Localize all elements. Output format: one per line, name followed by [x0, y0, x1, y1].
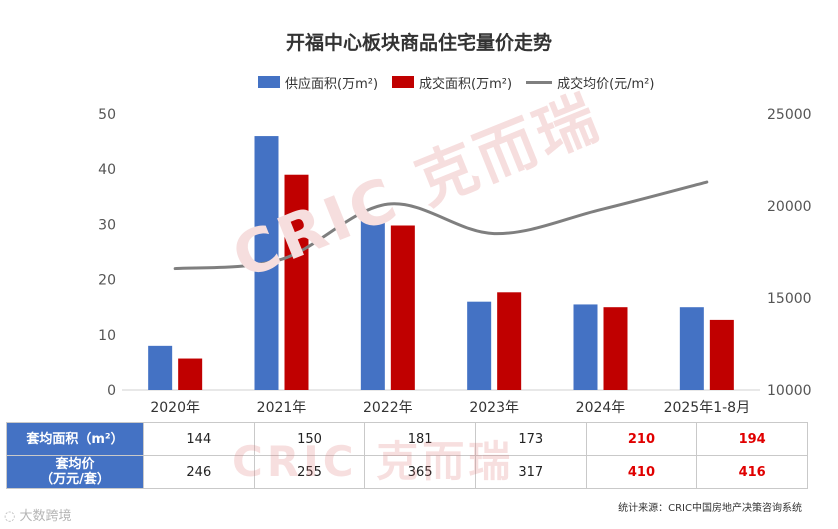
y-left-tick-label: 30: [98, 217, 116, 233]
bar-deal: [178, 358, 203, 390]
legend-label-deal: 成交面积(万m²): [419, 76, 513, 92]
bar-supply: [148, 345, 173, 390]
y-left-tick-label: 50: [98, 107, 116, 123]
row-label-avg-area: 套均面积（m²）: [6, 422, 144, 456]
table-cell: 416: [696, 455, 808, 489]
table-row: 套均价 （万元/套） 246 255 365 317 410 416: [6, 455, 808, 489]
legend-swatch-price: [526, 80, 553, 84]
chart-canvas: 0 10 20 30 40 50 10000 15000 20000 25000 2020年 2021…: [98, 107, 812, 416]
table-cell: 150: [253, 422, 366, 456]
x-tick-label: 2022年: [363, 400, 413, 416]
row-label-avg-price-text: 套均价 （万元/套）: [40, 457, 110, 487]
x-tick-label: 2021年: [257, 400, 307, 416]
bar-supply: [467, 301, 492, 390]
source-note: 统计来源：CRIC中国房地产决策咨询系统: [618, 503, 802, 514]
legend-label-supply: 供应面积(万m²): [285, 76, 379, 92]
y-right-tick-label: 25000: [767, 107, 812, 123]
table-cell: 365: [364, 455, 476, 489]
y-left-tick-label: 0: [107, 383, 116, 399]
y-right-tick-label: 10000: [767, 383, 812, 399]
table-cell: 246: [143, 455, 255, 489]
row-label-avg-price: 套均价 （万元/套）: [6, 455, 144, 489]
y-right-tick-label: 20000: [767, 199, 812, 215]
y-left-tick-label: 20: [98, 273, 116, 289]
legend-item-price: 成交均价(元/m²): [526, 73, 654, 92]
y-left-tick-label: 40: [98, 162, 116, 178]
chart-title: 开福中心板块商品住宅量价走势: [285, 32, 552, 54]
price-line: [173, 180, 709, 271]
table-cell: 194: [696, 422, 808, 456]
y-left-tick-label: 10: [98, 328, 116, 344]
x-tick-label: 2025年1-8月: [664, 400, 751, 416]
corner-watermark-text: 大数跨境: [19, 509, 72, 524]
legend-label-price: 成交均价(元/m²): [557, 76, 655, 92]
corner-watermark: ◌ 大数跨境: [4, 505, 72, 524]
bar-deal: [390, 225, 415, 390]
corner-watermark-logo: ◌: [4, 509, 20, 524]
table-row: 套均面积（m²） 144 150 181 173 210 194: [6, 422, 808, 456]
table-cell: 410: [585, 455, 698, 489]
stats-table: 套均面积（m²） 144 150 181 173 210 194 套均价 （万元…: [6, 422, 808, 489]
table-cell: 144: [143, 422, 255, 456]
legend-swatch-supply: [258, 76, 280, 88]
x-tick-label: 2020年: [150, 400, 200, 416]
table-cell: 255: [253, 455, 366, 489]
x-tick-label: 2023年: [469, 400, 519, 416]
bar-supply: [573, 304, 598, 390]
legend-swatch-deal: [392, 76, 415, 88]
watermark-latin-table: CRIC: [232, 437, 358, 486]
legend-item-deal: 成交面积(万m²): [392, 73, 512, 92]
table-cell: 181: [364, 422, 476, 456]
bar-deal: [709, 319, 734, 390]
bar-supply: [679, 307, 704, 390]
table-cell: 210: [585, 422, 698, 456]
bar-deal: [497, 292, 522, 390]
bar-supply: [360, 218, 385, 390]
legend: 供应面积(万m²) 成交面积(万m²) 成交均价(元/m²): [258, 73, 668, 92]
legend-item-supply: 供应面积(万m²): [258, 73, 378, 92]
x-tick-label: 2024年: [576, 400, 626, 416]
watermark-table: CRIC 克而瑞: [232, 428, 514, 489]
watermark-cn-table: 克而瑞: [376, 437, 515, 486]
bar-deal: [284, 174, 309, 390]
bar-deal: [603, 307, 628, 390]
table-cell: 317: [474, 455, 587, 489]
y-right-tick-label: 15000: [767, 291, 812, 307]
